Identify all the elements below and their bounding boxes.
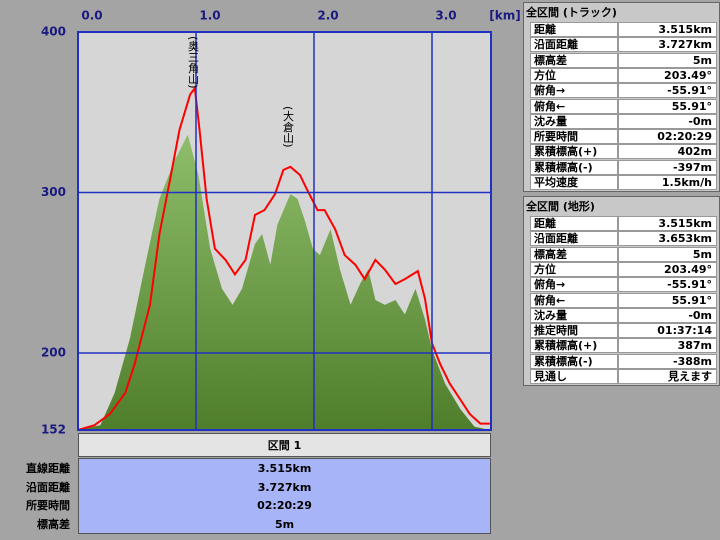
peak-annotation: (奥三角山) [187,36,200,89]
section-header: 区間 1 [78,433,491,457]
panel-label: 見通し [530,369,618,384]
panel-title: 全区間 (地形) [526,199,595,213]
panel-label: 標高差 [530,52,618,68]
panel-value: -388m [618,353,717,369]
section-label: 直線距離 [26,462,70,475]
panel-value: 203.49° [618,67,717,83]
panel-label: 標高差 [530,246,618,262]
section-label: 所要時間 [26,499,70,512]
panel-value: 見えます [618,369,717,384]
panel-value: 203.49° [618,261,717,277]
panel-value: 5m [618,246,717,262]
peak-annotation: (大倉山) [282,106,295,148]
panel-label: 俯角← [530,98,618,114]
panel-value: 1.5km/h [618,175,717,190]
section-value: 5m [274,517,295,531]
panel-label: 沿面距離 [530,231,618,247]
panel-value: 55.91° [618,98,717,114]
panel-label: 距離 [530,22,618,37]
panel-value: 5m [618,52,717,68]
plot-area [77,31,492,431]
panel-value: 387m [618,338,717,354]
panel-label: 沈み量 [530,113,618,129]
panel-value: -55.91° [618,277,717,293]
panel-label: 所要時間 [530,129,618,145]
panel-label: 沈み量 [530,307,618,323]
y-tick-label: 300 [41,185,66,199]
section-value: 3.727km [257,480,312,494]
panel-value: -0m [618,307,717,323]
panel-label: 沿面距離 [530,37,618,53]
panel-label: 累積標高(-) [530,159,618,175]
panel-label: 累積標高(-) [530,353,618,369]
panel-value: -55.91° [618,83,717,99]
panel-value: 55.91° [618,292,717,308]
y-tick-label: 400 [41,25,66,39]
panel-value: 3.515km [618,22,717,37]
section-label: 沿面距離 [26,480,70,494]
panel-label: 俯角→ [530,277,618,293]
section-value: 02:20:29 [257,499,312,512]
panel-value: 402m [618,144,717,160]
track-line [77,85,490,431]
panel-label: 累積標高(+) [530,338,618,354]
panel-title: 全区間 (トラック) [526,5,617,19]
panel-label: 俯角→ [530,83,618,99]
panel-value: -397m [618,159,717,175]
panel-label: 距離 [530,216,618,231]
section-values-box [78,458,491,534]
panel-label: 推定時間 [530,323,618,339]
panel-value: -0m [618,113,717,129]
x-tick-label: 2.0 [317,9,338,23]
panel-label: 俯角← [530,292,618,308]
panel-value: 3.727km [618,37,717,53]
panel-label: 方位 [530,261,618,277]
panel-label: 平均速度 [530,175,618,190]
x-tick-label: 1.0 [199,9,220,23]
panel-label: 方位 [530,67,618,83]
x-axis-unit: [km] [489,9,520,23]
section-value: 3.515km [257,462,312,475]
panel-value: 02:20:29 [618,129,717,145]
panel-value: 01:37:14 [618,323,717,339]
y-tick-label: 200 [41,345,66,359]
panel-value: 3.515km [618,216,717,231]
x-tick-label: 0.0 [81,9,102,23]
panel-value: 3.653km [618,231,717,247]
y-tick-label: 152 [41,423,66,437]
terrain-shade [78,134,490,431]
section-label: 標高差 [37,517,70,531]
panel-label: 累積標高(+) [530,144,618,160]
x-tick-label: 3.0 [435,9,456,23]
